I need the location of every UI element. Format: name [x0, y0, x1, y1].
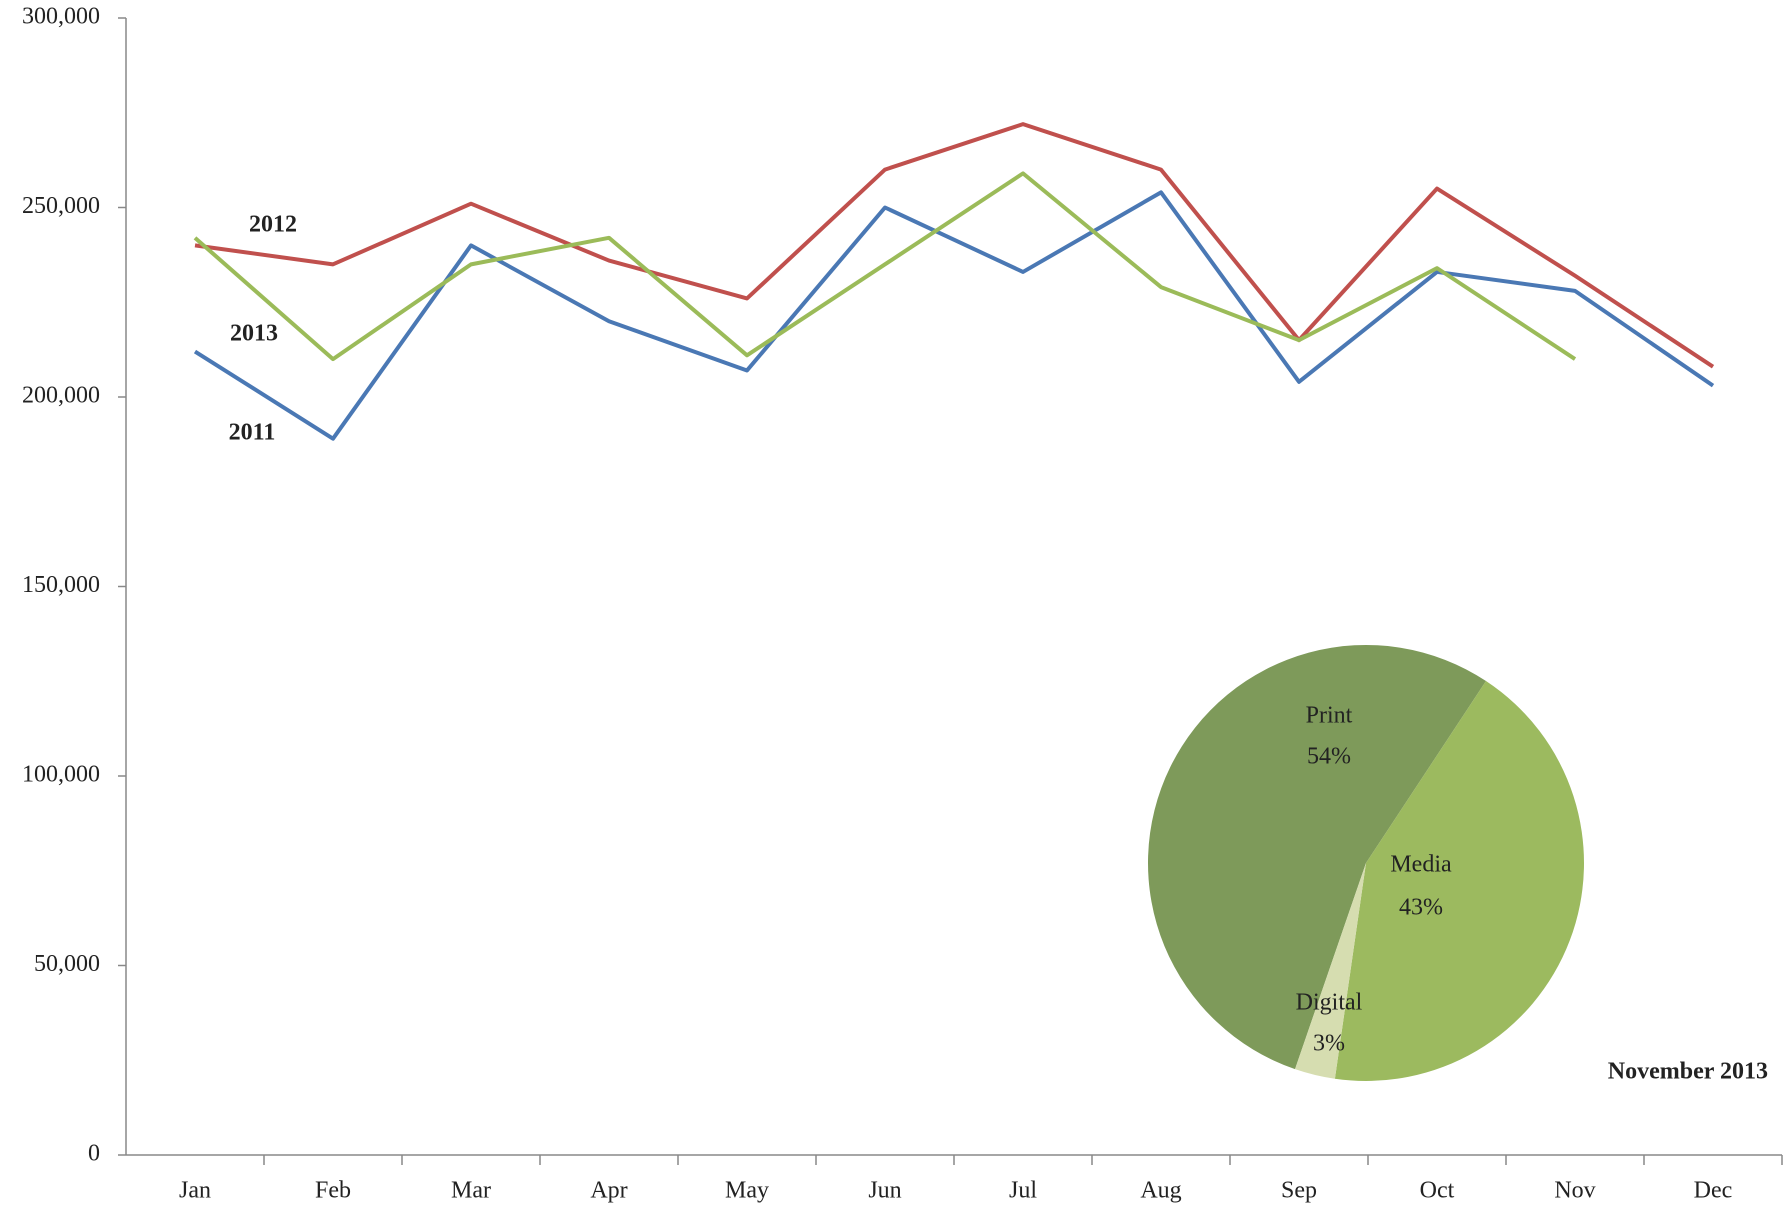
- x-tick-label: Feb: [315, 1178, 351, 1204]
- slice-value-label: 3%: [1313, 1031, 1345, 1057]
- x-tick-label: Apr: [590, 1178, 627, 1204]
- slice-label: Print: [1306, 703, 1353, 729]
- x-tick-label: Jun: [868, 1178, 901, 1204]
- slice-label: Media: [1390, 852, 1452, 878]
- x-tick-label: Oct: [1420, 1178, 1455, 1204]
- x-tick-label: May: [725, 1178, 769, 1204]
- x-tick-label: Jan: [179, 1178, 211, 1204]
- y-tick-label: 50,000: [34, 951, 100, 977]
- series-label: 2011: [229, 420, 276, 446]
- x-tick-label: Nov: [1554, 1178, 1595, 1204]
- series-line: [193, 190, 1715, 441]
- slice-value-label: 54%: [1307, 744, 1351, 770]
- series-label: 2013: [230, 321, 278, 347]
- pie-slice: [1295, 863, 1366, 1079]
- x-tick-label: Mar: [451, 1178, 491, 1204]
- x-tick-label: Aug: [1140, 1178, 1181, 1204]
- slice-label: Digital: [1296, 990, 1363, 1016]
- y-tick-label: 200,000: [22, 383, 100, 409]
- pie-slice: [1334, 681, 1584, 1082]
- x-tick-label: Dec: [1694, 1178, 1733, 1204]
- pie-title: November 2013: [1608, 1059, 1768, 1085]
- slice-value-label: 43%: [1399, 895, 1443, 921]
- pie-slice: [1147, 644, 1487, 1070]
- x-tick-label: Sep: [1281, 1178, 1317, 1204]
- y-tick-label: 100,000: [22, 762, 100, 788]
- series-label: 2012: [249, 212, 297, 238]
- y-tick-label: 300,000: [22, 4, 100, 30]
- x-tick-label: Jul: [1009, 1178, 1037, 1204]
- y-tick-label: 150,000: [22, 572, 100, 598]
- series-line: [193, 171, 1577, 362]
- y-tick-label: 0: [88, 1141, 100, 1167]
- series-line: [194, 122, 1715, 369]
- y-tick-label: 250,000: [22, 193, 100, 219]
